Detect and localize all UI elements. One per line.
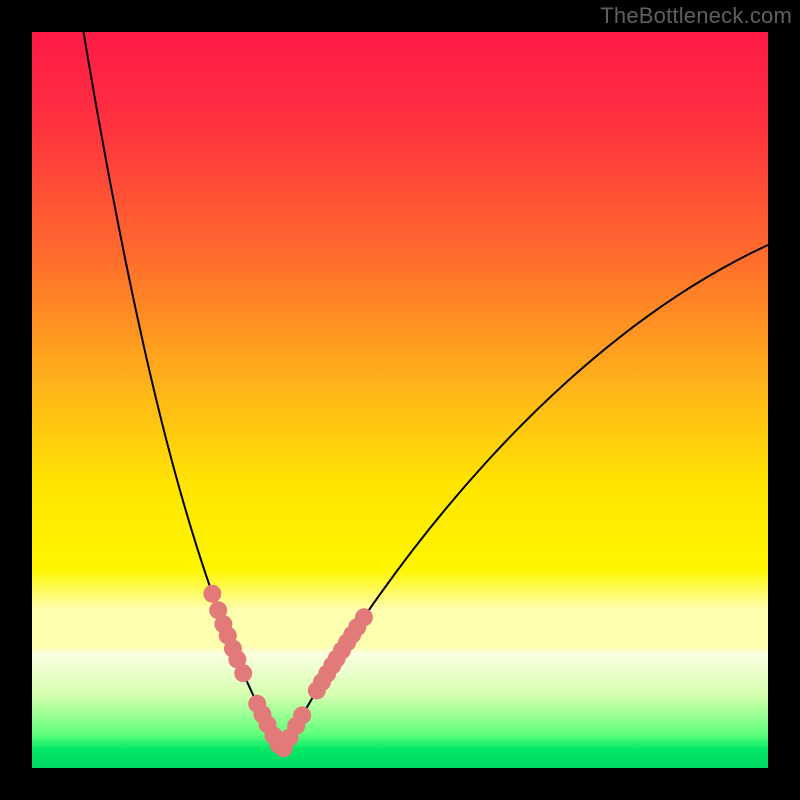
data-marker: [293, 706, 311, 724]
data-marker: [203, 585, 221, 603]
data-marker: [234, 664, 252, 682]
chart-svg: [0, 0, 800, 800]
gradient-background: [32, 32, 768, 768]
watermark-text: TheBottleneck.com: [600, 3, 792, 29]
chart-container: TheBottleneck.com: [0, 0, 800, 800]
data-marker: [355, 608, 373, 626]
